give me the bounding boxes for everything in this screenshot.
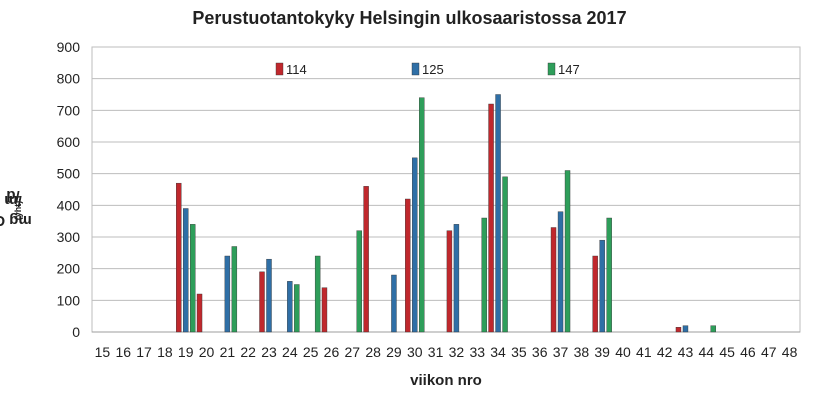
y-tick-label: 800	[57, 71, 81, 87]
y-tick-label: 400	[57, 197, 81, 213]
legend-swatch-125	[411, 62, 420, 76]
bar-114	[321, 287, 328, 333]
bar-125	[287, 281, 293, 333]
bar-147	[564, 170, 571, 333]
x-tick-label: 38	[574, 344, 590, 360]
bar-125	[453, 224, 460, 333]
x-tick-label: 44	[699, 344, 715, 360]
x-tick-label: 29	[386, 344, 402, 360]
legend-label-125: 125	[422, 62, 444, 77]
bar-114	[405, 198, 411, 333]
x-tick-label: 23	[261, 344, 277, 360]
bar-114	[446, 230, 453, 333]
x-tick-label: 15	[95, 344, 111, 360]
bar-114	[488, 103, 494, 333]
x-tick-label: 48	[782, 344, 798, 360]
chart-title: Perustuotantokyky Helsingin ulkosaaristo…	[192, 8, 627, 28]
x-tick-label: 19	[178, 344, 194, 360]
x-tick-label: 46	[740, 344, 756, 360]
bar-147	[606, 217, 612, 333]
y-tick-label: 600	[57, 134, 81, 150]
bar-114	[259, 271, 265, 333]
bar-125	[682, 325, 689, 333]
legend-swatch-114	[275, 62, 284, 76]
bar-147	[314, 255, 321, 333]
x-tick-label: 18	[157, 344, 173, 360]
bar-114	[196, 293, 203, 333]
bar-147	[231, 246, 238, 333]
x-tick-label: 42	[657, 344, 673, 360]
x-tick-label: 30	[407, 344, 423, 360]
bar-147	[356, 230, 362, 333]
x-tick-label: 21	[220, 344, 236, 360]
y-tick-label: 100	[57, 292, 81, 308]
x-tick-label: 24	[282, 344, 298, 360]
x-tick-label: 27	[345, 344, 361, 360]
x-tick-label: 20	[199, 344, 215, 360]
y-tick-label: 900	[57, 39, 81, 55]
x-tick-label: 17	[136, 344, 152, 360]
y-tick-label: 700	[57, 102, 81, 118]
x-tick-label: 31	[428, 344, 444, 360]
legend-swatch-147	[547, 62, 556, 76]
bar-147	[419, 97, 425, 333]
x-tick-label: 43	[678, 344, 694, 360]
y-tick-label: 300	[57, 229, 81, 245]
plot-area	[91, 46, 801, 333]
bar-125	[266, 258, 272, 333]
x-tick-label: 35	[511, 344, 527, 360]
bar-125	[495, 94, 501, 333]
x-tick-label: 16	[115, 344, 131, 360]
x-axis-label: viikon nro	[410, 372, 482, 389]
bar-147	[294, 284, 300, 333]
x-tick-label: 41	[636, 344, 652, 360]
y-tick-label: 500	[57, 166, 81, 182]
bar-125	[557, 211, 564, 333]
x-tick-label: 22	[240, 344, 256, 360]
bar-125	[599, 239, 605, 333]
bar-147	[710, 325, 716, 333]
bar-114	[363, 186, 369, 333]
bar-125	[412, 157, 418, 333]
bar-114	[592, 255, 598, 333]
bar-147	[502, 176, 508, 333]
bar-114	[176, 182, 182, 333]
x-tick-label: 26	[324, 344, 340, 360]
x-tick-label: 39	[594, 344, 610, 360]
legend-label-147: 147	[558, 62, 580, 77]
bar-114	[675, 327, 682, 333]
x-tick-label: 36	[532, 344, 548, 360]
y-tick-label: 0	[72, 324, 80, 340]
bar-147	[190, 224, 196, 333]
bar-114	[550, 227, 557, 333]
x-tick-label: 45	[719, 344, 735, 360]
bar-125	[391, 274, 397, 333]
bar-125	[183, 208, 189, 333]
bar-125	[224, 255, 231, 333]
x-tick-label: 37	[553, 344, 569, 360]
bar-147	[481, 217, 487, 333]
x-tick-label: 28	[365, 344, 381, 360]
x-tick-label: 47	[761, 344, 777, 360]
x-tick-label: 33	[469, 344, 485, 360]
legend-label-114: 114	[286, 62, 307, 77]
x-tick-label: 25	[303, 344, 319, 360]
y-tick-label: 200	[57, 261, 81, 277]
x-tick-label: 34	[490, 344, 506, 360]
x-tick-label: 32	[449, 344, 465, 360]
x-tick-label: 40	[615, 344, 631, 360]
